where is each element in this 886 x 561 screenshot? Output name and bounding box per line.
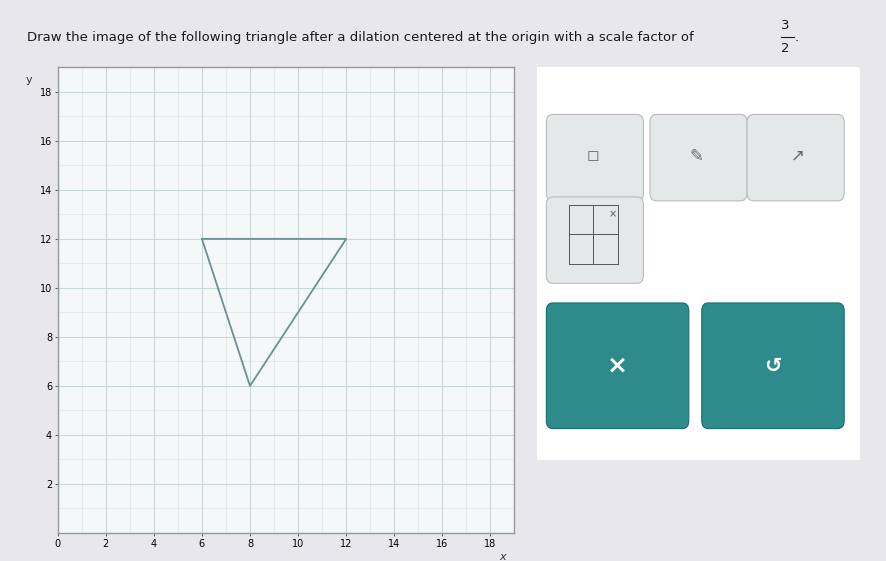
Text: ↗: ↗ <box>789 146 804 165</box>
Text: 3: 3 <box>780 19 789 32</box>
FancyBboxPatch shape <box>746 114 843 201</box>
Text: y: y <box>26 75 32 85</box>
FancyBboxPatch shape <box>526 63 863 472</box>
Text: Draw the image of the following triangle after a dilation centered at the origin: Draw the image of the following triangle… <box>27 30 696 44</box>
FancyBboxPatch shape <box>546 197 642 283</box>
Text: ×: × <box>608 210 616 219</box>
FancyBboxPatch shape <box>701 303 843 429</box>
Text: x: x <box>499 553 505 561</box>
Text: ◻: ◻ <box>587 148 599 163</box>
Text: 2: 2 <box>780 42 789 55</box>
FancyBboxPatch shape <box>546 114 642 201</box>
Text: ×: × <box>606 354 627 378</box>
Text: ✎: ✎ <box>689 146 703 165</box>
FancyBboxPatch shape <box>649 114 746 201</box>
Text: ↺: ↺ <box>764 356 781 376</box>
FancyBboxPatch shape <box>546 303 688 429</box>
Text: .: . <box>794 30 798 44</box>
